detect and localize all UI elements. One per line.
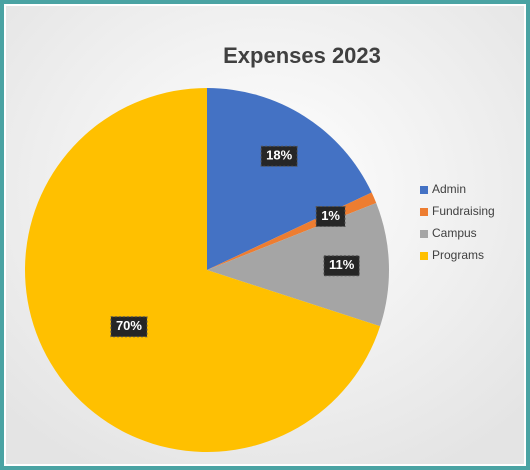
data-label: 11%	[329, 257, 355, 272]
legend-label: Programs	[432, 248, 484, 262]
legend-label: Campus	[432, 226, 477, 240]
data-label-box	[110, 316, 148, 338]
legend-swatch	[420, 208, 428, 216]
legend-swatch	[420, 252, 428, 260]
legend-swatch	[420, 186, 428, 194]
data-label-box	[260, 145, 298, 167]
legend-swatch	[420, 230, 428, 238]
data-label-box	[315, 206, 346, 228]
data-label: 1%	[321, 208, 340, 223]
legend-label: Admin	[432, 182, 466, 196]
data-label-box	[323, 255, 360, 277]
pie-slice	[207, 88, 372, 270]
pie-slice	[207, 203, 390, 327]
data-label: 18%	[266, 148, 292, 163]
chart-title: Expenses 2023	[223, 43, 381, 68]
pie-slice	[25, 88, 381, 452]
data-label: 70%	[116, 318, 142, 333]
legend-label: Fundraising	[432, 204, 495, 218]
